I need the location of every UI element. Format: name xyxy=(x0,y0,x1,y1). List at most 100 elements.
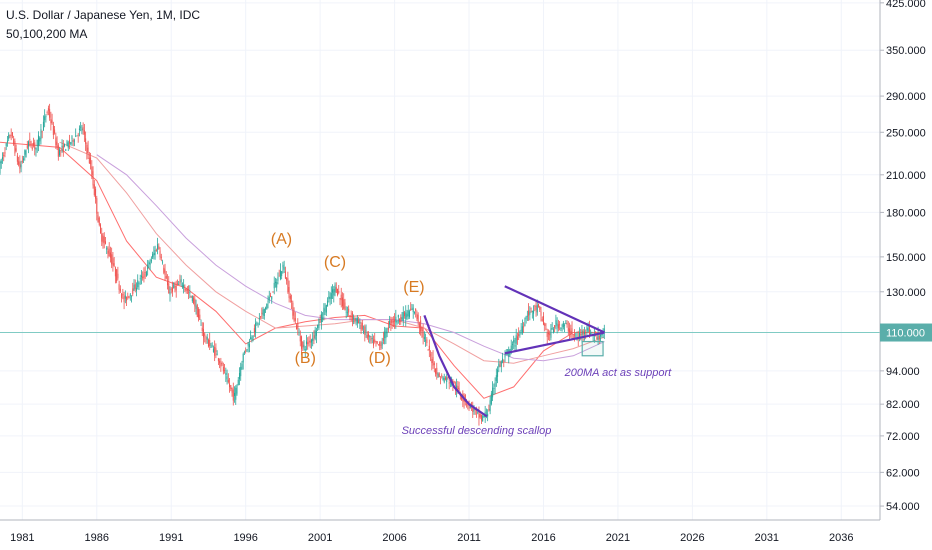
candle-body xyxy=(104,241,106,244)
candle-body xyxy=(210,346,212,348)
candle-body xyxy=(554,325,556,328)
time-tick-label: 1996 xyxy=(233,532,257,544)
candle-body xyxy=(23,158,25,161)
candle-body xyxy=(353,317,355,320)
candle-body xyxy=(603,328,605,333)
candle-body xyxy=(572,334,574,335)
candle-body xyxy=(578,332,580,338)
candle-body xyxy=(167,280,169,286)
candle-body xyxy=(165,275,167,279)
candle-body xyxy=(307,342,309,345)
candle-body xyxy=(586,327,588,331)
candle-body xyxy=(198,309,200,318)
candle-body xyxy=(437,373,439,377)
candle-body xyxy=(162,261,164,263)
candle-body xyxy=(318,319,320,329)
candle-body xyxy=(179,281,181,283)
candle-body xyxy=(224,370,226,371)
candle-body xyxy=(180,279,182,282)
candle-body xyxy=(299,336,301,342)
candle-body xyxy=(77,134,79,136)
candle-body xyxy=(482,415,484,422)
candle-body xyxy=(587,328,589,333)
indicator-legend[interactable]: 50,100,200 MA xyxy=(6,27,88,41)
candle-body xyxy=(550,328,552,338)
candle-body xyxy=(372,339,374,346)
candle-body xyxy=(498,363,500,368)
candle-body xyxy=(178,284,180,286)
candle-body xyxy=(82,127,84,131)
candle-body xyxy=(530,307,532,309)
candle-body xyxy=(436,367,438,375)
candle-body xyxy=(556,323,558,327)
candle-body xyxy=(478,411,480,419)
candle-body xyxy=(425,340,427,342)
candle-body xyxy=(185,288,187,292)
candle-body xyxy=(205,340,207,342)
candle-body xyxy=(343,299,345,309)
candle-body xyxy=(371,338,373,339)
candle-body xyxy=(133,284,135,291)
moving-average-line xyxy=(59,141,605,364)
candle-body xyxy=(163,267,165,273)
candle-body xyxy=(562,322,564,328)
candle-body xyxy=(123,296,125,302)
candle-body xyxy=(274,281,276,284)
candle-body xyxy=(225,373,227,376)
candle-body xyxy=(289,295,291,299)
candle-body xyxy=(346,312,348,314)
candle-body xyxy=(262,309,264,316)
time-axis[interactable]: 1981 1986 1991 1996 2001 2006 2011 2016 2021 2026… xyxy=(10,532,853,544)
candle-body xyxy=(418,323,420,328)
candle-body xyxy=(472,408,474,412)
candle-body xyxy=(570,330,572,335)
candle-body xyxy=(519,332,521,334)
candle-body xyxy=(107,250,109,254)
candle-body xyxy=(221,362,223,365)
candle-body xyxy=(106,247,108,250)
chart-grid xyxy=(0,0,880,520)
candle-body xyxy=(456,385,458,391)
candle-body xyxy=(242,353,244,363)
chart-drawings xyxy=(423,285,605,418)
candle-body xyxy=(129,294,131,296)
chart-symbol-title[interactable]: U.S. Dollar / Japanese Yen, 1M, IDC xyxy=(6,8,201,22)
time-tick-label: 1986 xyxy=(85,532,109,544)
price-axis[interactable]: 425.000 350.000 290.000 250.000 210.000 180.0… xyxy=(880,0,926,513)
candle-body xyxy=(171,287,173,292)
candle-body xyxy=(56,141,58,148)
candle-body xyxy=(477,411,479,413)
time-tick-label: 2011 xyxy=(457,532,481,544)
candle-body xyxy=(560,327,562,329)
candle-body xyxy=(232,389,234,401)
candle-body xyxy=(513,339,515,343)
candle-body xyxy=(297,322,299,330)
candle-body xyxy=(552,329,554,334)
candle-body xyxy=(441,375,443,377)
candle-body xyxy=(154,249,156,256)
candle-body xyxy=(134,284,136,290)
candle-body xyxy=(521,326,523,334)
candle-body xyxy=(349,315,351,317)
candle-body xyxy=(350,316,352,318)
candle-body xyxy=(278,275,280,277)
candle-body xyxy=(292,302,294,316)
candle-body xyxy=(281,271,283,277)
candle-body xyxy=(132,288,134,294)
candle-body xyxy=(488,408,490,411)
candle-body xyxy=(3,154,5,156)
candle-body xyxy=(282,264,284,268)
candle-body xyxy=(483,415,485,418)
candle-body xyxy=(29,138,31,140)
candle-body xyxy=(541,319,543,321)
candle-body xyxy=(288,287,290,298)
candle-body xyxy=(190,295,192,297)
candle-body xyxy=(101,233,103,242)
time-tick-label: 2001 xyxy=(308,532,332,544)
scallop-curve xyxy=(423,315,488,418)
price-tick-label: 62.000 xyxy=(886,467,920,479)
candle-body xyxy=(304,348,306,351)
candle-body xyxy=(143,273,145,278)
candle-body xyxy=(334,284,336,293)
